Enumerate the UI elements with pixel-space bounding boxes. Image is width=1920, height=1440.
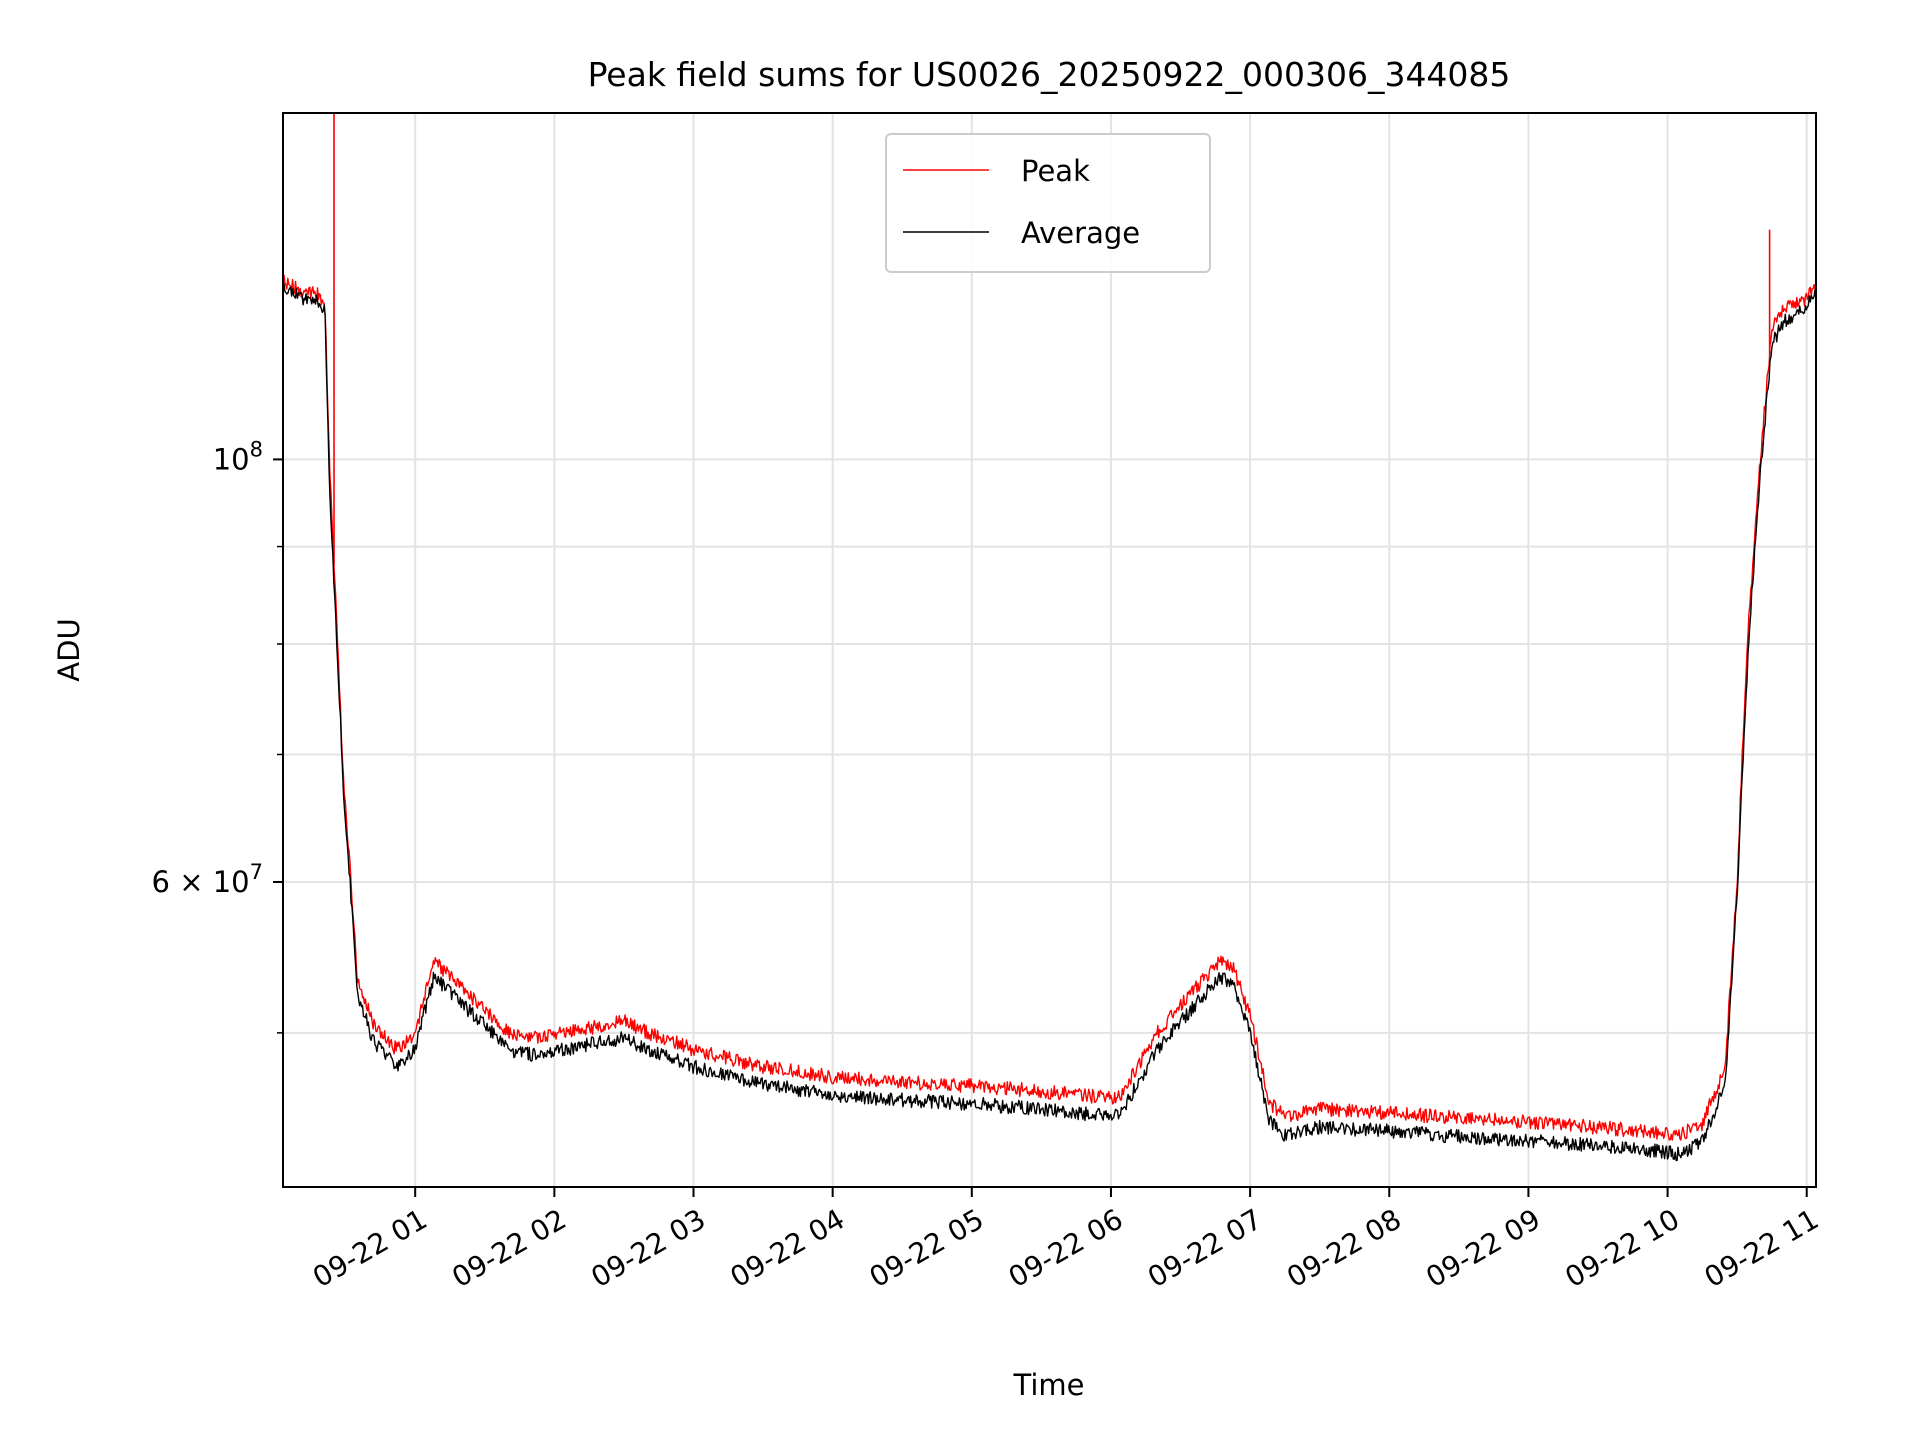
plot-area-frame	[282, 112, 1817, 1188]
gridlines	[283, 113, 1816, 1187]
legend-peak-label: Peak	[1021, 154, 1090, 188]
legend-average-label: Average	[1021, 216, 1140, 250]
series-average-line	[282, 283, 1817, 1162]
series-group	[282, 114, 1817, 1162]
series-peak-line	[282, 274, 1817, 1141]
chart-title: Peak field sums for US0026_20250922_0003…	[588, 55, 1511, 94]
x-axis-label: Time	[1013, 1368, 1085, 1402]
legend-box	[885, 133, 1211, 273]
y-axis-label: ADU	[52, 618, 86, 681]
y-tick-label: 6 × 107	[152, 860, 263, 899]
legend: Peak Average	[885, 133, 1211, 273]
